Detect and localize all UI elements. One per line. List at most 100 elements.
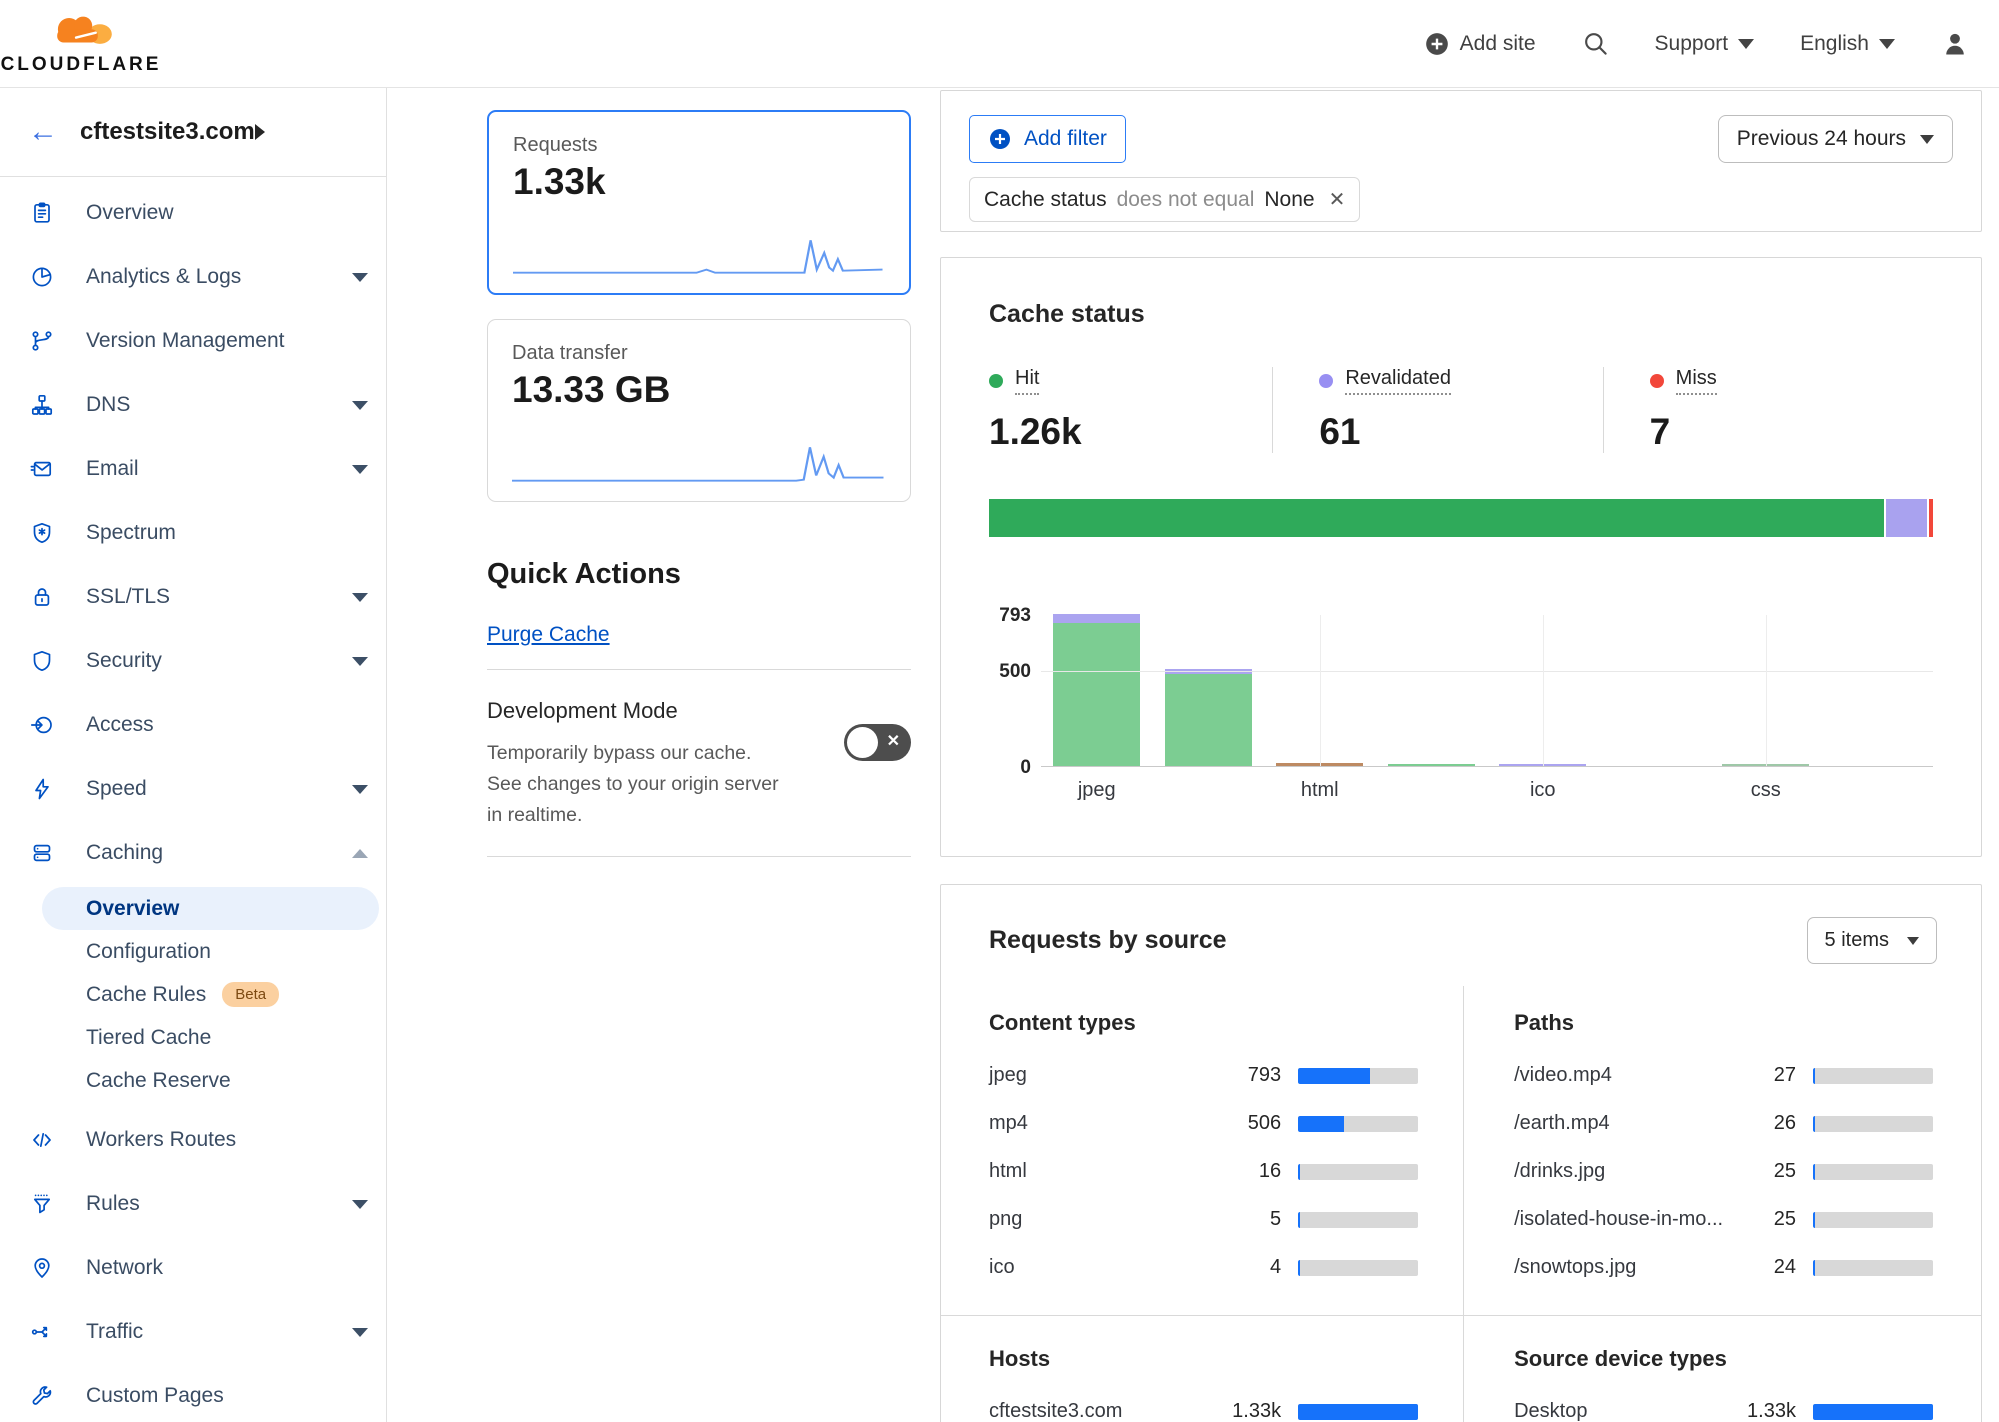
search-icon[interactable] <box>1582 30 1609 57</box>
bar-slot-png <box>1376 615 1488 766</box>
source-row-mp4: mp4 506 <box>989 1112 1419 1135</box>
sidebar-item-dns[interactable]: DNS <box>0 373 386 437</box>
sidebar-item-label: Analytics & Logs <box>86 265 242 288</box>
sidebar-item-traffic[interactable]: Traffic <box>0 1300 386 1364</box>
bar-slot-mp4 <box>1153 615 1265 766</box>
support-menu[interactable]: Support <box>1655 32 1755 56</box>
code-brackets-icon <box>30 1128 54 1152</box>
sidebar-subitem-cache-rules[interactable]: Cache Rules Beta <box>42 973 379 1016</box>
requests-label: Requests <box>513 134 598 156</box>
sidebar-subitem-configuration[interactable]: Configuration <box>42 930 379 973</box>
stacked-segment-revalidated <box>1883 499 1928 537</box>
bar-png <box>1387 764 1475 766</box>
cache-stat-value-miss: 7 <box>1649 411 1671 452</box>
plus-circle-icon <box>1425 32 1448 55</box>
purge-cache-link[interactable]: Purge Cache <box>487 623 610 646</box>
cloudflare-logo[interactable]: CLOUDFLARE <box>1 11 158 76</box>
group-hosts: Hosts cftestsite3.com 1.33k <box>941 1315 1464 1422</box>
source-label: /earth.mp4 <box>1514 1112 1610 1134</box>
sidebar-item-custom-pages[interactable]: Custom Pages <box>0 1364 386 1422</box>
sidebar-item-network[interactable]: Network <box>0 1236 386 1300</box>
source-value: 5 <box>1269 1208 1282 1230</box>
bar-hit-segment <box>1053 622 1141 766</box>
sidebar-item-ssl-tls[interactable]: SSL/TLS <box>0 565 386 629</box>
items-count-label: 5 items <box>1824 929 1889 951</box>
source-value: 24 <box>1773 1256 1796 1278</box>
source-label: mp4 <box>989 1112 1028 1134</box>
bar-hit-segment <box>1387 764 1475 766</box>
bar-slot-empty <box>1822 615 1934 766</box>
sidebar-subitem-cache-reserve[interactable]: Cache Reserve <box>42 1059 379 1102</box>
requests-metric-card[interactable]: Requests 1.33k <box>487 110 911 295</box>
source-bar-track <box>1298 1211 1419 1228</box>
sidebar-subitem-overview[interactable]: Overview <box>42 887 379 930</box>
source-row-drinks-jpg: /drinks.jpg 25 <box>1514 1160 1933 1183</box>
y-axis: 793 500 0 <box>989 605 1041 802</box>
vertical-gridline <box>1542 615 1544 766</box>
chevron-down-icon <box>352 464 368 474</box>
divider <box>487 856 911 858</box>
sidebar-subitem-tiered-cache[interactable]: Tiered Cache <box>42 1016 379 1059</box>
subitem-label: Cache Rules <box>86 982 207 1006</box>
source-bar-track <box>1298 1403 1419 1420</box>
shield-icon <box>30 649 54 673</box>
development-mode-title: Development Mode <box>487 698 678 723</box>
sidebar-item-spectrum[interactable]: Spectrum <box>0 501 386 565</box>
sidebar-item-overview[interactable]: Overview <box>0 181 386 245</box>
group-title-hosts: Hosts <box>989 1346 1051 1371</box>
source-row-jpeg: jpeg 793 <box>989 1064 1419 1087</box>
add-site-button[interactable]: Add site <box>1424 31 1536 57</box>
shield-star-icon <box>30 521 54 545</box>
user-avatar[interactable] <box>1941 30 1969 58</box>
data-transfer-sparkline <box>512 441 886 487</box>
subitem-label: Tiered Cache <box>86 1025 212 1049</box>
chevron-down-icon <box>352 656 368 666</box>
development-mode-toggle[interactable]: ✕ <box>844 724 911 761</box>
x-label-empty <box>1822 779 1934 802</box>
sidebar-item-workers-routes[interactable]: Workers Routes <box>0 1108 386 1172</box>
sidebar-item-rules[interactable]: Rules <box>0 1172 386 1236</box>
source-label: /snowtops.jpg <box>1514 1256 1637 1278</box>
x-label-html: html <box>1300 779 1339 801</box>
sidebar-item-label: SSL/TLS <box>86 585 171 608</box>
add-filter-button[interactable]: Add filter <box>969 115 1126 163</box>
sidebar-item-analytics-logs[interactable]: Analytics & Logs <box>0 245 386 309</box>
sidebar-item-access[interactable]: Access <box>0 693 386 757</box>
cache-stat-value-hit: 1.26k <box>989 411 1082 452</box>
chevron-down-icon <box>1738 38 1755 49</box>
support-label: Support <box>1654 31 1729 55</box>
sidebar-item-email[interactable]: Email <box>0 437 386 501</box>
sidebar-item-caching[interactable]: Caching <box>0 821 386 885</box>
sidebar-item-version-management[interactable]: Version Management <box>0 309 386 373</box>
time-range-dropdown[interactable]: Previous 24 hours <box>1717 115 1953 163</box>
source-value: 25 <box>1773 1160 1796 1182</box>
legend-label-miss[interactable]: Miss <box>1675 367 1717 395</box>
language-menu[interactable]: English <box>1800 32 1895 56</box>
source-row-ico: ico 4 <box>989 1256 1419 1279</box>
subitem-label: Overview <box>86 896 180 920</box>
source-label: html <box>989 1160 1027 1182</box>
gridline-500 <box>1041 671 1933 673</box>
source-value: 506 <box>1247 1112 1282 1134</box>
cache-status-filter-chip[interactable]: Cache status does not equal None ✕ <box>969 177 1361 222</box>
items-count-dropdown[interactable]: 5 items <box>1806 917 1937 964</box>
site-name: cftestsite3.com <box>80 118 255 145</box>
back-arrow-icon[interactable]: ← <box>28 115 58 148</box>
sidebar-item-speed[interactable]: Speed <box>0 757 386 821</box>
group-title-content-types: Content types <box>989 1010 1136 1035</box>
chevron-right-icon[interactable] <box>254 124 265 140</box>
source-value: 26 <box>1773 1112 1796 1134</box>
x-label-css: css <box>1750 779 1781 801</box>
data-transfer-metric-card[interactable]: Data transfer 13.33 GB <box>487 319 911 502</box>
plot-area <box>1041 614 1934 767</box>
source-bar-track <box>1298 1259 1419 1276</box>
legend-label-revalidated[interactable]: Revalidated <box>1345 367 1451 395</box>
stacked-segment-miss <box>1927 499 1933 537</box>
legend-dot-revalidated <box>1319 374 1334 388</box>
legend-label-hit[interactable]: Hit <box>1015 367 1040 395</box>
group-source-device-types: Source device types Desktop 1.33k <box>1463 1315 1981 1422</box>
sidebar-item-security[interactable]: Security <box>0 629 386 693</box>
y-tick-0: 0 <box>1020 757 1031 778</box>
remove-filter-icon[interactable]: ✕ <box>1328 189 1346 211</box>
